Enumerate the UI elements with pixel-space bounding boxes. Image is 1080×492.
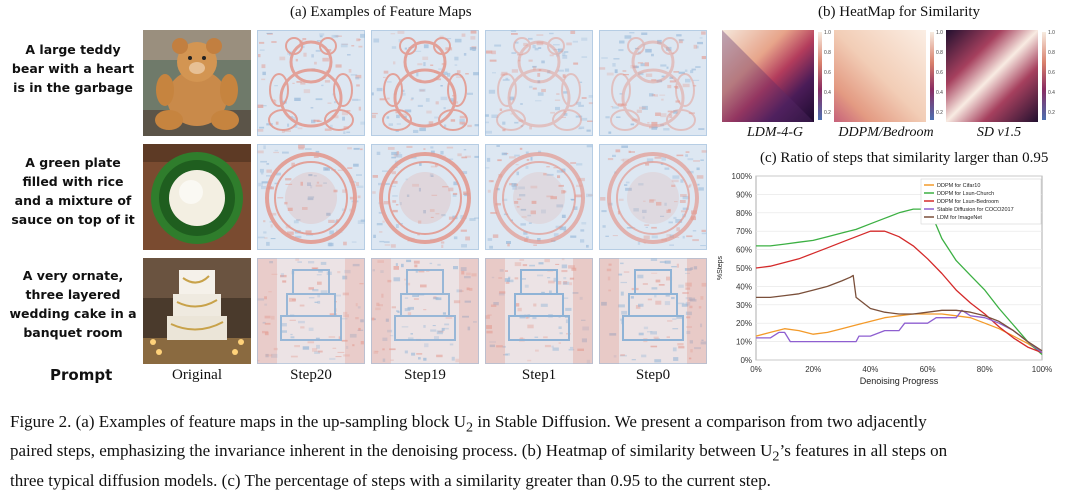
original-cake-image	[143, 258, 251, 364]
y-tick-label: 10%	[736, 338, 752, 347]
column-label-step19: Step19	[404, 367, 446, 383]
caption-line-3: three typical diffusion models. (c) The …	[10, 470, 771, 490]
column-label-step0: Step0	[635, 367, 671, 383]
prompt-teddy: A large teddy bear with a heart is in th…	[11, 42, 135, 95]
prompt-rice: A green plate filled with rice and a mix…	[11, 155, 135, 227]
series-line-stable-diffusion-for-coco2017	[756, 309, 1043, 354]
y-tick-label: 20%	[736, 319, 752, 328]
x-tick-label: 20%	[805, 365, 821, 374]
heatmap-sd-v15	[946, 30, 1052, 127]
heatmap-label-ldm: LDM-4-G	[747, 125, 803, 140]
panel-a-title: (a) Examples of Feature Maps	[290, 4, 472, 20]
colorbar-tick-label: 0.6	[1048, 70, 1055, 76]
legend-entry: DDPM for Lsun-Bedroom	[937, 199, 999, 205]
feature-map-cake-step0	[599, 258, 707, 364]
heatmap-label-sd: SD v1.5	[976, 125, 1022, 140]
heatmap-ldm	[722, 30, 828, 127]
colorbar-tick-label: 0.6	[936, 70, 943, 76]
colorbar-tick-label: 0.4	[936, 90, 943, 96]
colorbar-tick-label: 0.8	[936, 50, 943, 56]
x-tick-label: 40%	[862, 365, 878, 374]
panel-b-title: (b) HeatMap for Similarity	[818, 4, 981, 20]
colorbar-tick-label: 0.2	[824, 110, 831, 116]
feature-map-teddy-step20	[257, 30, 365, 136]
original-rice-image	[143, 144, 251, 250]
y-tick-label: 50%	[736, 264, 752, 273]
legend-entry: DDPM for Cifar10	[937, 183, 980, 189]
y-tick-label: 70%	[736, 227, 752, 236]
legend-entry: DDPM for Lsun-Church	[937, 191, 994, 197]
feature-map-rice-step0	[599, 144, 707, 250]
prompt-label: Prompt	[50, 366, 113, 384]
column-label-step1: Step1	[521, 367, 557, 383]
legend-entry: LDM for ImageNet	[937, 215, 982, 221]
x-tick-label: 60%	[920, 365, 936, 374]
colorbar-tick-label: 1.0	[936, 30, 943, 36]
y-tick-label: 60%	[736, 246, 752, 255]
series-line-ddpm-for-cifar10	[755, 313, 1043, 354]
colorbar-tick-label: 0.8	[824, 50, 831, 56]
column-label-original: Original	[172, 367, 222, 383]
x-tick-label: 0%	[750, 365, 762, 374]
y-axis-label: %Steps	[717, 255, 724, 280]
feature-map-rice-step1	[485, 144, 593, 250]
similarity-ratio-line-chart: 0% 10% 20% 30% 40% 50% 60% 70% 80% 90% 100% 0% 20% 40…	[717, 172, 1052, 386]
feature-map-cake-step20	[257, 258, 365, 364]
feature-map-cake-step1	[485, 258, 593, 364]
feature-map-teddy-step0	[599, 30, 707, 136]
colorbar-tick-label: 0.8	[1048, 50, 1055, 56]
heatmap-ddpm-bedroom	[834, 30, 940, 127]
y-tick-label: 30%	[736, 301, 752, 310]
x-axis-label: Denoising Progress	[860, 376, 939, 386]
colorbar-tick-label: 1.0	[1048, 30, 1055, 36]
caption-sub-1: 2	[466, 419, 474, 436]
y-tick-label: 0%	[740, 356, 752, 365]
feature-map-cake-step19	[371, 258, 479, 364]
heatmap-label-ddpm: DDPM/Bedroom	[838, 125, 934, 140]
colorbar-tick-label: 0.2	[936, 110, 943, 116]
x-tick-label: 80%	[977, 365, 993, 374]
caption-sub-2: 2	[772, 448, 780, 465]
caption-line-1-rest: in Stable Diffusion. We present a compar…	[473, 412, 927, 431]
colorbar-tick-label: 0.6	[824, 70, 831, 76]
original-teddy-image	[143, 30, 251, 136]
feature-map-rice-step19	[371, 144, 479, 250]
figure-caption: Figure 2. (a) Examples of feature maps i…	[10, 410, 1075, 492]
colorbar-tick-label: 0.2	[1048, 110, 1055, 116]
colorbar-tick-label: 1.0	[824, 30, 831, 36]
series-line-ddpm-for-lsun-church	[756, 208, 1043, 355]
y-tick-label: 80%	[736, 209, 752, 218]
colorbar-tick-label: 0.4	[1048, 90, 1055, 96]
feature-map-teddy-step1	[485, 30, 593, 136]
y-tick-label: 40%	[736, 282, 752, 291]
colorbar-tick-label: 0.4	[824, 90, 831, 96]
prompt-cake: A very ornate, three layered wedding cak…	[9, 268, 137, 340]
caption-line-2-rest: ’s features in all steps on	[779, 441, 948, 461]
series-line-ldm-for-imagenet	[756, 274, 1043, 352]
feature-map-teddy-step19	[371, 30, 479, 136]
legend-entry: Stable Diffusion for COCO2017	[937, 207, 1014, 213]
caption-line-2: paired steps, emphasizing the invariance…	[10, 441, 773, 461]
legend-box	[920, 178, 1042, 225]
y-tick-label: 90%	[736, 190, 752, 199]
y-tick-label: 100%	[732, 172, 752, 181]
feature-map-rice-step20	[257, 144, 365, 250]
x-tick-label: 100%	[1032, 365, 1052, 374]
caption-line-1: Figure 2. (a) Examples of feature maps i…	[10, 412, 467, 431]
column-label-step20: Step20	[290, 367, 332, 383]
panel-c-title: (c) Ratio of steps that similarity large…	[760, 150, 1049, 166]
